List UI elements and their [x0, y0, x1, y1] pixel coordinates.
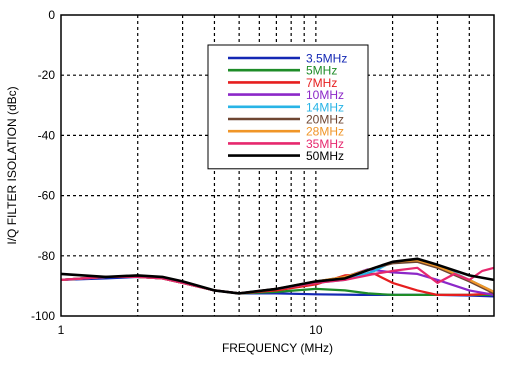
y-tick-label: -20	[38, 68, 56, 82]
series-line-50MHz	[61, 257, 494, 295]
series-group	[61, 257, 494, 298]
plot-frame	[60, 14, 495, 317]
y-tick-label: -40	[38, 128, 56, 142]
series-line-35MHz	[61, 266, 494, 295]
legend-label: 7MHz	[306, 76, 337, 90]
x-tick-label: 10	[309, 323, 323, 337]
legend-label: 20MHz	[306, 113, 344, 127]
y-tick-label: 0	[48, 8, 55, 22]
x-axis-label: FREQUENCY (MHz)	[222, 341, 333, 355]
legend-label: 14MHz	[306, 100, 344, 114]
x-tick-label: 1	[58, 323, 65, 337]
legend-label: 28MHz	[306, 125, 344, 139]
legend-label: 10MHz	[306, 88, 344, 102]
legend-label: 3.5MHz	[306, 52, 347, 66]
legend: 3.5MHz5MHz7MHz10MHz14MHz20MHz28MHz35MHz5…	[207, 44, 369, 170]
y-tick-label: -100	[31, 309, 55, 323]
legend-label: 5MHz	[306, 64, 337, 78]
legend-label: 35MHz	[306, 137, 344, 151]
y-axis-label: I/Q FILTER ISOLATION (dBc)	[5, 86, 19, 244]
legend-label: 50MHz	[306, 149, 344, 163]
y-tick-label: -80	[38, 249, 56, 263]
y-tick-label: -60	[38, 189, 56, 203]
